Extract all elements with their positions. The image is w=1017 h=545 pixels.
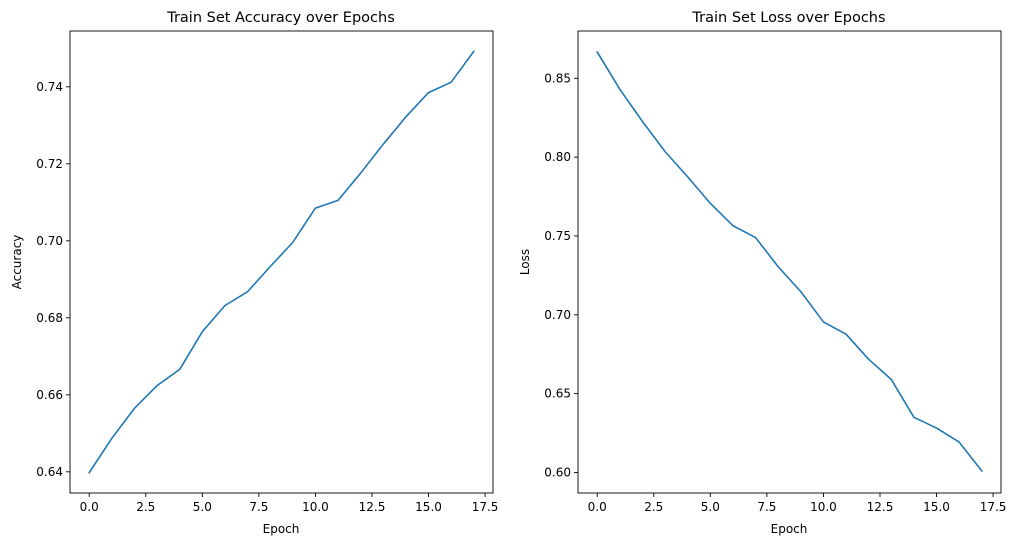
loss-x-tick-label: 5.0 [701,500,720,514]
loss-data-point [618,87,622,91]
accuracy-y-tick-label: 0.64 [36,465,63,479]
loss-data-point [980,469,984,473]
loss-data-point [867,357,871,361]
loss-data-point [957,440,961,444]
accuracy-data-point [427,91,431,95]
accuracy-y-axis-label: Accuracy [10,235,24,290]
accuracy-x-tick-label: 12.5 [359,500,386,514]
accuracy-x-tick-label: 0.0 [80,500,99,514]
accuracy-chart-panel: Train Set Accuracy over Epochs Epoch Acc… [10,10,498,536]
loss-data-point [708,201,712,205]
accuracy-data-point [359,171,363,175]
accuracy-x-tick-label: 5.0 [193,500,212,514]
accuracy-axes-frame [69,30,494,494]
accuracy-x-tick-label: 10.0 [302,500,329,514]
accuracy-data-point [132,406,136,410]
loss-y-tick-label: 0.70 [544,308,571,322]
loss-x-tick-label: 15.0 [923,500,950,514]
accuracy-chart-title: Train Set Accuracy over Epochs [166,10,395,26]
loss-y-tick-label: 0.75 [544,229,571,243]
accuracy-data-point [336,198,340,202]
loss-axes-frame [577,30,1002,494]
loss-data-point [754,236,758,240]
loss-x-tick-label: 2.5 [644,500,663,514]
loss-chart-panel: Train Set Loss over Epochs Epoch Loss 0.… [518,10,1006,536]
accuracy-data-point [381,142,385,146]
accuracy-x-tick-label: 7.5 [249,500,268,514]
accuracy-data-point [223,304,227,308]
accuracy-data-point [313,206,317,210]
loss-y-tick-label: 0.60 [544,466,571,480]
accuracy-data-point [404,115,408,119]
loss-x-axis-label: Epoch [771,522,808,536]
loss-data-point [640,120,644,124]
loss-data-point [935,426,939,430]
accuracy-data-point [268,265,272,269]
loss-y-axis-label: Loss [518,249,532,275]
accuracy-data-point [178,367,182,371]
accuracy-x-axis-label: Epoch [263,522,300,536]
accuracy-y-tick-label: 0.66 [36,388,63,402]
accuracy-data-point [472,49,476,53]
loss-data-point [686,175,690,179]
loss-data-point [663,150,667,154]
accuracy-series-line [88,50,475,474]
loss-y-tick-label: 0.85 [544,71,571,85]
loss-chart-title: Train Set Loss over Epochs [691,10,885,26]
loss-x-tick-label: 17.5 [980,500,1007,514]
loss-data-point [844,332,848,336]
loss-data-point [889,377,893,381]
loss-data-point [821,320,825,324]
loss-data-point [731,224,735,228]
accuracy-data-point [110,436,114,440]
accuracy-x-tick-label: 2.5 [136,500,155,514]
loss-data-point [799,290,803,294]
accuracy-y-tick-label: 0.74 [36,80,63,94]
loss-y-tick-label: 0.80 [544,150,571,164]
accuracy-data-point [291,240,295,244]
loss-x-tick-label: 0.0 [588,500,607,514]
loss-data-point [776,265,780,269]
accuracy-data-point [246,290,250,294]
accuracy-data-point [449,80,453,84]
loss-x-tick-label: 7.5 [757,500,776,514]
loss-x-tick-label: 12.5 [867,500,894,514]
accuracy-y-tick-label: 0.72 [36,157,63,171]
loss-y-tick-label: 0.65 [544,387,571,401]
loss-data-point [912,415,916,419]
loss-data-point [595,50,599,54]
loss-x-tick-label: 10.0 [810,500,837,514]
accuracy-x-tick-label: 17.5 [472,500,499,514]
accuracy-data-point [87,471,91,475]
accuracy-data-point [200,330,204,334]
accuracy-y-tick-label: 0.70 [36,234,63,248]
accuracy-x-tick-label: 15.0 [415,500,442,514]
loss-series-line [596,50,983,473]
accuracy-y-tick-label: 0.68 [36,311,63,325]
accuracy-data-point [155,384,159,388]
